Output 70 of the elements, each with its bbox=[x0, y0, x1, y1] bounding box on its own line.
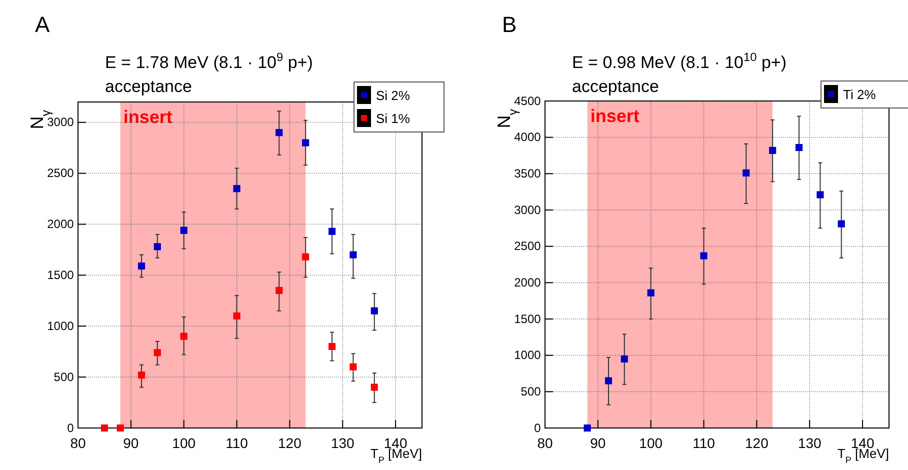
point bbox=[180, 332, 188, 340]
text: B bbox=[502, 12, 517, 37]
point bbox=[647, 289, 654, 296]
x-tick-label: 130 bbox=[330, 434, 355, 451]
point bbox=[302, 253, 310, 260]
y-tick-label: 1500 bbox=[47, 268, 74, 282]
x-tick-label: 110 bbox=[226, 434, 248, 451]
point bbox=[100, 424, 108, 432]
x-tick-label: 80 bbox=[537, 434, 553, 451]
y-tick-label: 4000 bbox=[514, 130, 542, 144]
point bbox=[116, 424, 124, 432]
point bbox=[742, 169, 750, 176]
point bbox=[233, 312, 240, 320]
y-tick-label: 3000 bbox=[514, 202, 542, 217]
point bbox=[795, 144, 803, 152]
band-label: insert bbox=[590, 106, 640, 126]
x-tick-label: 120 bbox=[745, 434, 769, 451]
y-tick-label: 3000 bbox=[47, 115, 74, 130]
y-tick-label: 1500 bbox=[514, 312, 542, 326]
y-tick-label: 3500 bbox=[514, 166, 542, 181]
point bbox=[154, 349, 161, 356]
text: A bbox=[35, 12, 50, 37]
point bbox=[138, 371, 146, 379]
legend-label: Si 1% bbox=[376, 111, 410, 126]
point bbox=[816, 191, 824, 198]
point bbox=[328, 342, 336, 350]
point bbox=[350, 363, 357, 370]
x-tick-label: 100 bbox=[172, 434, 196, 451]
point bbox=[138, 262, 146, 270]
legend-label: Si 2% bbox=[376, 88, 410, 103]
point bbox=[700, 252, 708, 260]
point bbox=[276, 129, 283, 136]
x-tick-label: 100 bbox=[639, 434, 663, 451]
point bbox=[276, 286, 283, 294]
point bbox=[584, 424, 591, 432]
x-tick-label: 90 bbox=[123, 434, 139, 451]
point bbox=[302, 139, 310, 146]
x-tick-label: 110 bbox=[692, 434, 716, 451]
y-tick-label: 2500 bbox=[47, 166, 74, 180]
x-tick-label: 80 bbox=[70, 434, 86, 451]
point bbox=[604, 377, 612, 384]
band-label: insert bbox=[123, 107, 172, 127]
point bbox=[769, 146, 776, 154]
point bbox=[154, 243, 161, 250]
y-tick-label: 1000 bbox=[514, 348, 542, 362]
y-tick-label: 2000 bbox=[514, 276, 542, 290]
chart-title: E = 1.78 MeV (8.1 · 10$^{9}$ p+) bbox=[105, 50, 313, 72]
y-tick-label: 500 bbox=[520, 384, 542, 399]
point bbox=[838, 220, 845, 228]
point bbox=[233, 185, 240, 192]
y-tick-label: 0 bbox=[534, 420, 542, 435]
x-tick-label: 120 bbox=[278, 434, 302, 451]
x-tick-label: 130 bbox=[798, 434, 822, 451]
point bbox=[350, 251, 357, 258]
point bbox=[370, 384, 378, 391]
chart-subtitle: acceptance bbox=[572, 77, 659, 96]
point bbox=[620, 355, 628, 362]
y-tick-label: 0 bbox=[67, 420, 74, 435]
y-tick-label: 1000 bbox=[47, 318, 74, 333]
y-tick-label: 2500 bbox=[514, 239, 542, 254]
x-tick-label: 90 bbox=[590, 434, 606, 451]
point bbox=[370, 307, 378, 314]
y-tick-label: 500 bbox=[54, 370, 74, 384]
point bbox=[328, 228, 336, 235]
chart-subtitle: acceptance bbox=[105, 77, 192, 96]
y-tick-label: 2000 bbox=[47, 217, 74, 232]
point bbox=[180, 226, 188, 234]
legend-label: Ti 2% bbox=[843, 87, 876, 102]
chart-title: E = 0.98 MeV (8.1 · 10$^{10}$ p+) bbox=[572, 50, 787, 72]
y-tick-label: 4500 bbox=[514, 94, 542, 108]
